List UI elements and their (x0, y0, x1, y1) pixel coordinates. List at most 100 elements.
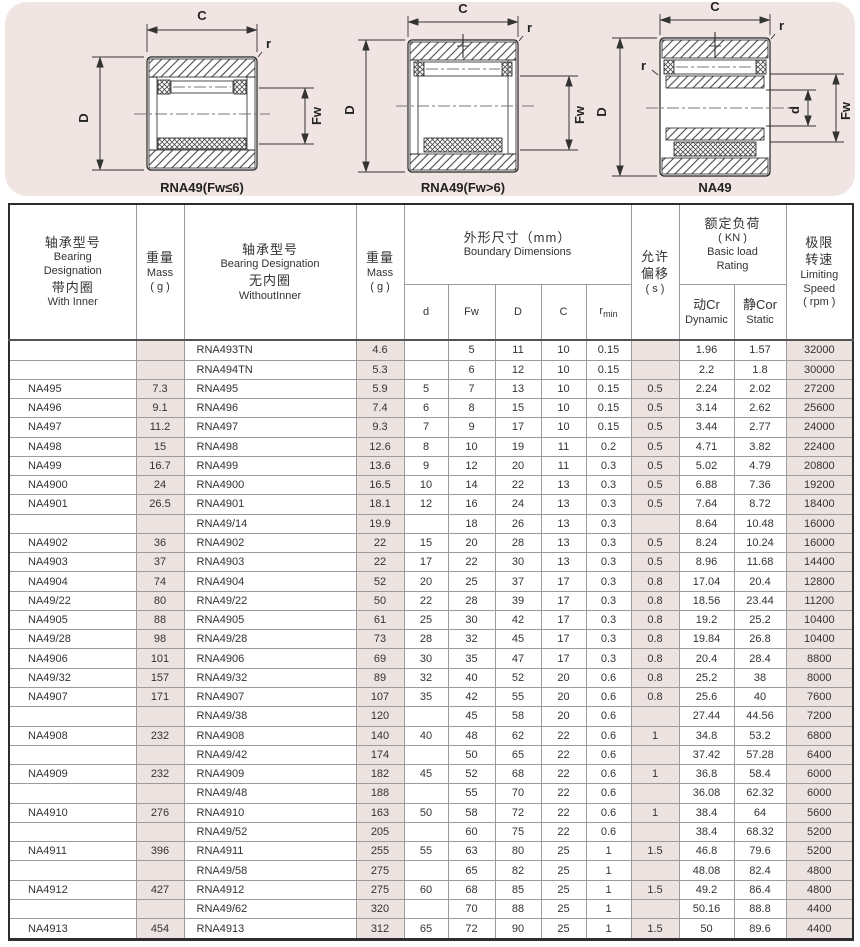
value-cell: 13 (494, 378, 542, 400)
designation-cell: RNA4905 (183, 609, 357, 631)
value-cell: 38.4 (678, 802, 735, 823)
designation-cell: RNA4906 (183, 648, 357, 669)
value-cell: 2.2 (678, 359, 735, 380)
designation-cell: RNA4909 (183, 764, 357, 785)
designation-cell: NA49/32 (8, 667, 137, 689)
header-allowed-offset: 允许 偏移 ( s ) (630, 203, 680, 341)
value-cell: 98 (135, 629, 185, 650)
value-cell: 4400 (785, 918, 854, 940)
value-cell: 182 (355, 764, 405, 785)
value-cell (135, 513, 185, 534)
value-cell: 1.5 (630, 918, 680, 940)
value-cell: 23.44 (733, 590, 787, 611)
designation-cell: NA498 (8, 436, 137, 457)
value-cell: 1 (585, 898, 632, 920)
diagram-caption: NA49 (698, 180, 731, 195)
value-cell: 10 (540, 398, 587, 419)
value-cell: 24 (135, 475, 185, 496)
value-cell: 2.77 (733, 417, 787, 438)
designation-cell: NA49/28 (8, 629, 137, 650)
table-row: RNA49/58 275 65 82 25 1 48.08 82.4 4800 (8, 860, 854, 881)
value-cell (630, 359, 680, 380)
value-cell (630, 898, 680, 920)
value-cell: 0.5 (630, 475, 680, 496)
table-row: RNA49/38 120 45 58 20 0.6 27.44 44.56 7200 (8, 706, 854, 727)
table-row: RNA493TN 4.6 5 11 10 0.15 1.96 1.57 32000 (8, 339, 854, 361)
value-cell: 6000 (785, 783, 854, 804)
value-cell: 10 (540, 359, 587, 380)
value-cell: 22 (540, 744, 587, 766)
value-cell: 11.68 (733, 552, 787, 573)
value-cell: 27.44 (678, 706, 735, 727)
designation-cell: RNA495 (183, 378, 357, 400)
value-cell: 20 (540, 667, 587, 689)
value-cell (403, 898, 449, 920)
designation-cell: NA4910 (8, 802, 137, 823)
value-cell: 4400 (785, 898, 854, 920)
value-cell: 22400 (785, 436, 854, 457)
dim-label-c: C (710, 2, 720, 14)
value-cell: 0.6 (585, 687, 632, 708)
designation-cell: RNA4912 (183, 879, 357, 900)
value-cell: 28 (494, 532, 542, 554)
value-cell: 24000 (785, 417, 854, 438)
value-cell (403, 821, 449, 843)
value-cell: 85 (494, 879, 542, 900)
diagram-na49: C r r D d Fw NA49 (594, 2, 853, 195)
dim-label-c: C (458, 2, 468, 16)
value-cell: 0.8 (630, 629, 680, 650)
value-cell: 52 (355, 571, 405, 592)
value-cell: 45 (494, 629, 542, 650)
value-cell: 0.6 (585, 706, 632, 727)
value-cell: 6800 (785, 725, 854, 746)
value-cell: 16000 (785, 513, 854, 534)
value-cell: 25 (540, 918, 587, 940)
value-cell: 11 (540, 455, 587, 477)
designation-cell: NA4911 (8, 841, 137, 862)
value-cell: 63 (447, 841, 496, 862)
designation-cell (8, 744, 137, 766)
value-cell: 68 (447, 879, 496, 900)
value-cell: 40 (733, 687, 787, 708)
value-cell: 19.2 (678, 609, 735, 631)
table-row: NA4903 37 RNA4903 22 17 22 30 13 0.3 0.5 8.96 11.68… (8, 552, 854, 573)
value-cell: 8 (403, 436, 449, 457)
value-cell (630, 513, 680, 534)
value-cell: 0.15 (585, 378, 632, 400)
value-cell: 1.8 (733, 359, 787, 380)
header-mass-1: 重量 Mass ( g ) (135, 203, 185, 341)
designation-cell: RNA4902 (183, 532, 357, 554)
value-cell: 0.5 (630, 455, 680, 477)
value-cell: 9 (403, 455, 449, 477)
value-cell: 0.3 (585, 590, 632, 611)
value-cell: 53.2 (733, 725, 787, 746)
designation-cell: RNA49/42 (183, 744, 357, 766)
table-row: NA4911 396 RNA4911 255 55 63 80 25 1 1.5 46.8 79.6 5… (8, 841, 854, 862)
value-cell: 20.4 (678, 648, 735, 669)
value-cell: 454 (135, 918, 185, 940)
value-cell: 4800 (785, 860, 854, 881)
value-cell (135, 860, 185, 881)
table-row: NA4904 74 RNA4904 52 20 25 37 17 0.3 0.8 17.04 20.4… (8, 571, 854, 592)
value-cell: 25.2 (678, 667, 735, 689)
value-cell: 1.5 (630, 879, 680, 900)
designation-cell: RNA49/14 (183, 513, 357, 534)
value-cell: 276 (135, 802, 185, 823)
value-cell: 5.3 (355, 359, 405, 380)
value-cell: 30 (403, 648, 449, 669)
value-cell: 205 (355, 821, 405, 843)
value-cell: 20800 (785, 455, 854, 477)
value-cell: 19.84 (678, 629, 735, 650)
value-cell (630, 783, 680, 804)
value-cell: 0.15 (585, 417, 632, 438)
designation-cell: NA4907 (8, 687, 137, 708)
value-cell: 0.3 (585, 532, 632, 554)
header-static-cor: 静Cor Static (733, 283, 787, 341)
table-row: NA495 7.3 RNA495 5.9 5 7 13 10 0.15 0.5 2.24 2.02 27… (8, 378, 854, 400)
value-cell: 163 (355, 802, 405, 823)
table-row: RNA494TN 5.3 6 12 10 0.15 2.2 1.8 30000 (8, 359, 854, 380)
value-cell: 10 (447, 436, 496, 457)
value-cell: 0.3 (585, 513, 632, 534)
value-cell: 55 (494, 687, 542, 708)
dim-label-D: D (342, 105, 357, 114)
